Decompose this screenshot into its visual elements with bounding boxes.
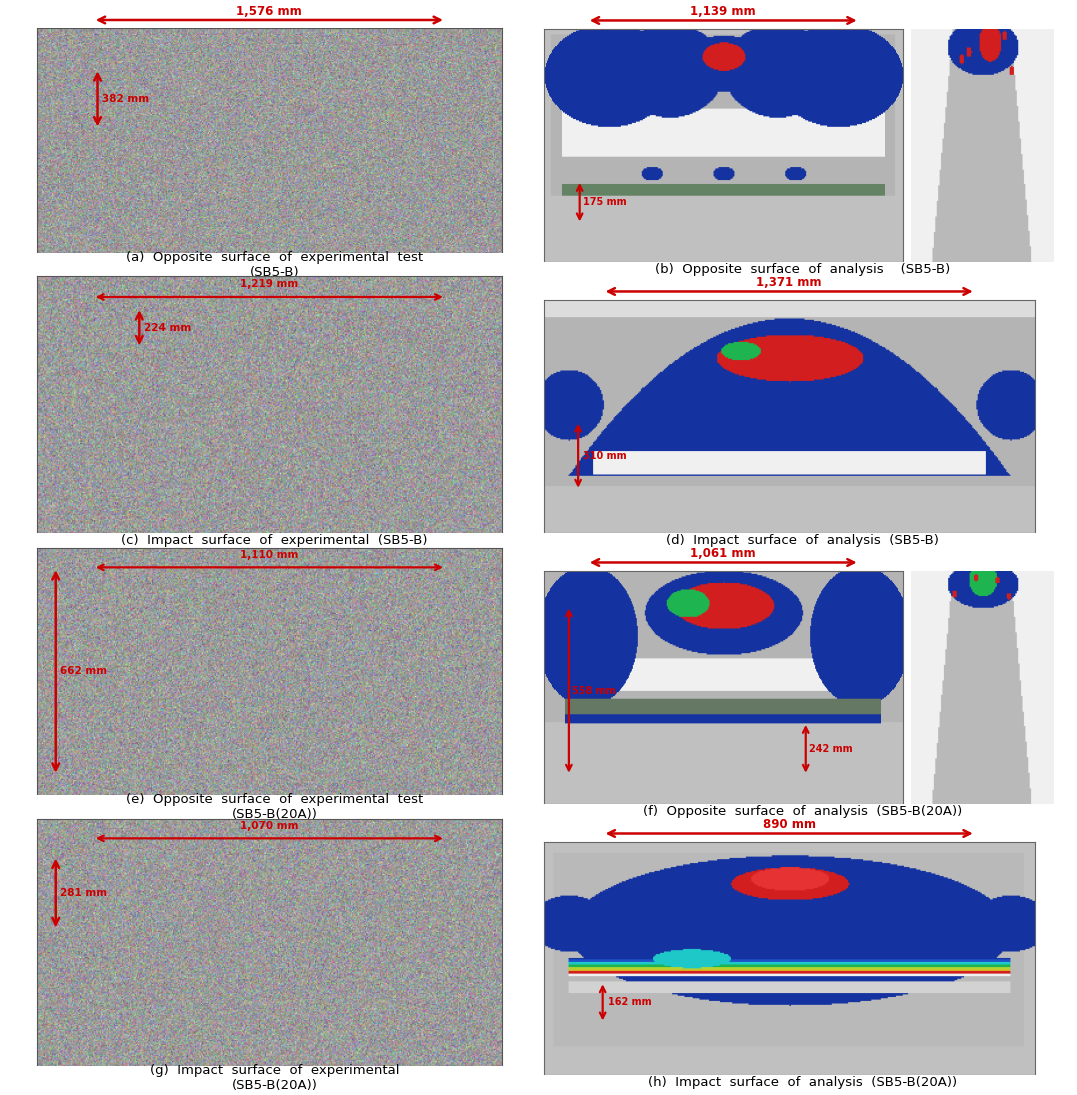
Text: 1,139 mm: 1,139 mm — [690, 5, 756, 19]
Text: 558 mm: 558 mm — [573, 685, 616, 695]
Text: 1,061 mm: 1,061 mm — [690, 548, 756, 561]
Text: (g)  Impact  surface  of  experimental
(SB5-B(20A)): (g) Impact surface of experimental (SB5-… — [150, 1064, 400, 1092]
Text: (b)  Opposite  surface  of  analysis    (SB5-B): (b) Opposite surface of analysis (SB5-B) — [655, 263, 950, 276]
Text: 310 mm: 310 mm — [583, 451, 627, 461]
Text: (a)  Opposite  surface  of  experimental  test
(SB5-B): (a) Opposite surface of experimental tes… — [126, 251, 423, 279]
Text: (e)  Opposite  surface  of  experimental  test
(SB5-B(20A)): (e) Opposite surface of experimental tes… — [126, 793, 423, 821]
Text: 1,110 mm: 1,110 mm — [240, 550, 298, 560]
Text: 162 mm: 162 mm — [607, 998, 652, 1007]
Text: (f)  Opposite  surface  of  analysis  (SB5-B(20A)): (f) Opposite surface of analysis (SB5-B(… — [643, 805, 962, 818]
Text: 242 mm: 242 mm — [809, 744, 853, 753]
Text: 281 mm: 281 mm — [60, 888, 108, 898]
Text: 1,070 mm: 1,070 mm — [240, 821, 298, 831]
Text: 1,219 mm: 1,219 mm — [240, 279, 298, 289]
Text: 662 mm: 662 mm — [60, 667, 108, 677]
Text: (c)  Impact  surface  of  experimental  (SB5-B): (c) Impact surface of experimental (SB5-… — [122, 533, 428, 546]
Text: 1,576 mm: 1,576 mm — [237, 5, 303, 19]
Text: 382 mm: 382 mm — [102, 94, 150, 104]
Text: 175 mm: 175 mm — [584, 197, 627, 207]
Text: (d)  Impact  surface  of  analysis  (SB5-B): (d) Impact surface of analysis (SB5-B) — [666, 533, 939, 546]
Text: (h)  Impact  surface  of  analysis  (SB5-B(20A)): (h) Impact surface of analysis (SB5-B(20… — [647, 1075, 957, 1088]
Text: 890 mm: 890 mm — [763, 818, 815, 831]
Text: 1,371 mm: 1,371 mm — [756, 276, 822, 289]
Text: 224 mm: 224 mm — [144, 323, 192, 333]
